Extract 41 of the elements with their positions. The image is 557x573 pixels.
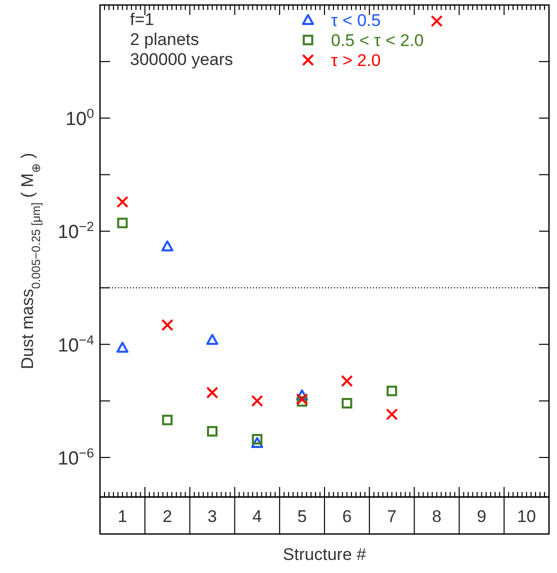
annotation: 2 planets <box>130 30 199 49</box>
x-tick-label: 6 <box>342 507 352 526</box>
point <box>162 414 173 426</box>
point <box>161 240 174 252</box>
point <box>296 389 308 400</box>
x-tick-label: 10 <box>517 507 536 526</box>
text: τ < 0.5 <box>331 11 381 30</box>
point <box>296 396 308 407</box>
annotation: f=1 <box>130 10 154 29</box>
point <box>207 426 218 437</box>
legend-label: τ > 2.0 <box>331 51 381 70</box>
x-tick-label: 9 <box>476 507 486 526</box>
point <box>252 434 262 444</box>
point <box>206 334 218 345</box>
point <box>296 393 308 406</box>
point <box>251 394 264 407</box>
annotation: 300000 years <box>130 50 234 69</box>
legend-label: 0.5 < τ < 2.0 <box>331 31 424 50</box>
y-tick-label: 10$^{−2}$ <box>58 218 94 244</box>
x-tick-label: 3 <box>208 507 217 526</box>
point <box>340 374 353 387</box>
point <box>342 398 352 408</box>
x-tick-label: 7 <box>387 507 397 526</box>
x-tick-label: 4 <box>252 507 262 526</box>
x-tick-label: 5 <box>297 507 307 526</box>
x-axis-title: Structure # <box>282 545 367 564</box>
y-tick-label: 10$^{−6}$ <box>58 444 94 470</box>
point <box>251 437 264 448</box>
point <box>116 196 128 208</box>
point <box>206 386 218 399</box>
point <box>161 318 174 331</box>
point <box>386 408 398 420</box>
x-tick-label: 8 <box>432 507 442 526</box>
x-tick-label: 1 <box>118 507 128 526</box>
x-tick-label: 2 <box>162 507 172 526</box>
y-tick-label: 10$^{−4}$ <box>58 332 94 356</box>
point <box>430 15 443 28</box>
point <box>116 342 128 353</box>
y-tick-label: 10$^{0}$ <box>65 106 94 130</box>
point <box>386 386 398 396</box>
point <box>117 218 128 228</box>
